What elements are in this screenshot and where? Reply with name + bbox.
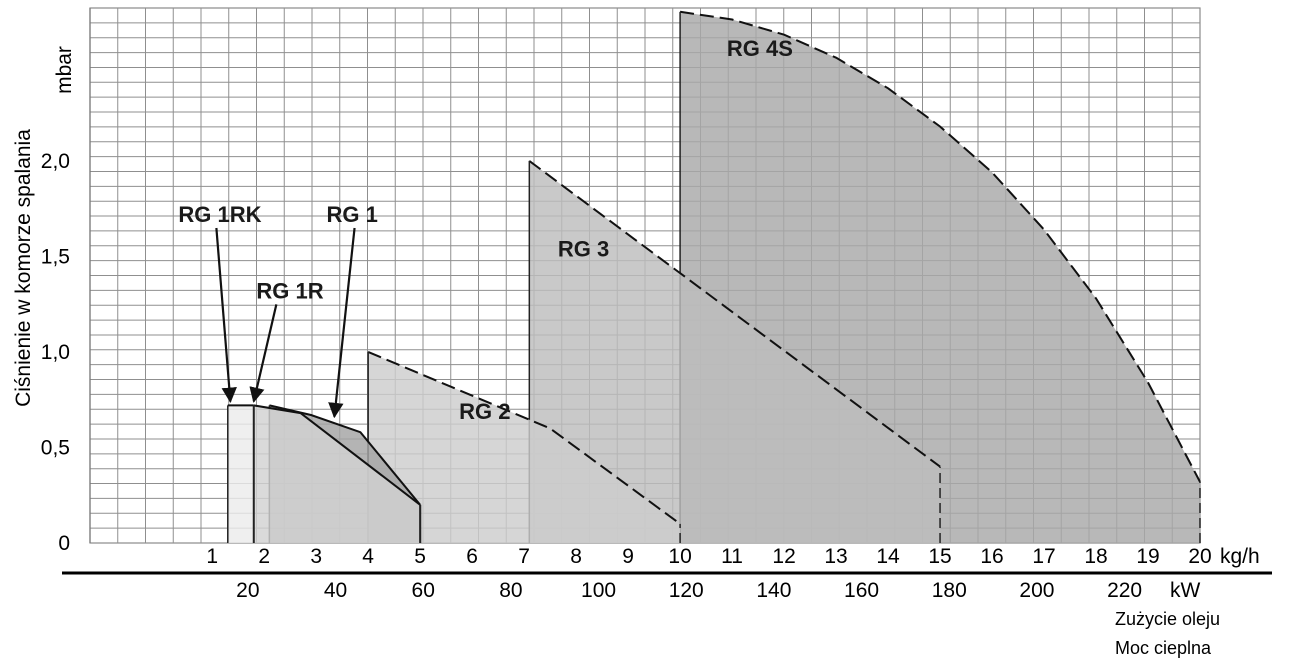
- series-label-rg-4s: RG 4S: [727, 36, 793, 61]
- x-tick-label-kgh: 2: [258, 545, 270, 568]
- series-labels: RG 4S RG 3 RG 2 RG 1 RG 1R RG 1RK: [178, 36, 793, 424]
- x-tick-label-kgh: 14: [876, 545, 900, 568]
- x-tick-label-kw: 140: [756, 579, 791, 602]
- caption-heat-output: Moc cieplna: [1115, 638, 1212, 658]
- x-tick-label-kw: 120: [669, 579, 704, 602]
- series-label-rg-3: RG 3: [558, 236, 609, 261]
- x-tick-label-kw: 100: [581, 579, 616, 602]
- x-tick-label-kgh: 20: [1188, 545, 1211, 568]
- x-tick-label-kgh: 13: [824, 545, 847, 568]
- area-rg-3: [529, 160, 940, 543]
- x-tick-label-kgh: 8: [570, 545, 582, 568]
- x-tick-label-kgh: 4: [362, 545, 374, 568]
- x-tick-label-kw: 80: [499, 579, 522, 602]
- arrow-rg-1r: [249, 304, 278, 403]
- x-tick-label-kgh: 12: [772, 545, 795, 568]
- y-tick-label: 0,5: [41, 436, 70, 459]
- series-label-rg-2: RG 2: [459, 399, 510, 424]
- x-tick-label-kw: 40: [324, 579, 347, 602]
- arrow-rg-1rk: [215, 227, 237, 403]
- x-tick-label-kgh: 1: [206, 545, 218, 568]
- x-tick-label-kgh: 16: [980, 545, 1003, 568]
- x-tick-label-kw: 20: [236, 579, 259, 602]
- x-axis-unit-kw: kW: [1170, 579, 1201, 602]
- y-tick-label: 1,5: [41, 245, 70, 268]
- x-tick-label-kgh: 15: [928, 545, 951, 568]
- x-tick-label-kgh: 9: [622, 545, 634, 568]
- burner-areas: [227, 10, 1201, 544]
- y-axis-unit: mbar: [53, 46, 76, 94]
- y-tick-label: 0: [58, 532, 70, 555]
- y-axis-label: Ciśnienie w komorze spalania: [12, 129, 35, 407]
- boundary-rg-1r: [253, 404, 421, 506]
- x-tick-label-kw: 180: [932, 579, 967, 602]
- boundary-rg-1: [269, 404, 421, 506]
- area-rg-2: [368, 351, 681, 543]
- y-tick-label: 1,0: [41, 341, 70, 364]
- arrow-rg-1: [328, 227, 356, 419]
- x-tick-label-kgh: 5: [414, 545, 426, 568]
- x-tick-label-kw: 200: [1019, 579, 1054, 602]
- x-tick-label-kgh: 11: [721, 545, 743, 568]
- x-tick-label-kw: 220: [1107, 579, 1142, 602]
- area-rg-1r: [253, 405, 421, 543]
- x-tick-label-kw: 160: [844, 579, 879, 602]
- x-tick-label-kgh: 10: [668, 545, 691, 568]
- series-label-rg-1: RG 1: [327, 202, 378, 227]
- x-tick-label-kgh: 7: [518, 545, 530, 568]
- x-tick-label-kgh: 17: [1032, 545, 1055, 568]
- y-tick-label: 2,0: [41, 150, 70, 173]
- boundary-rg-4s: [679, 10, 1201, 483]
- caption-oil-consumption: Zużycie oleju: [1115, 609, 1220, 629]
- x-tick-label-kgh: 3: [310, 545, 322, 568]
- x-tick-label-kw: 60: [412, 579, 435, 602]
- boundary-rg-2: [367, 350, 681, 525]
- x-tick-label-kgh: 18: [1084, 545, 1107, 568]
- x-tick-label-kgh: 19: [1136, 545, 1159, 568]
- chart-axes: 00,51,01,52,01 2 3 4 5 6 7 8 9 10 11 12 13 14 15 16 17 18…: [41, 8, 1272, 602]
- series-label-rg-1rk: RG 1RK: [178, 202, 261, 227]
- series-label-rg-1r: RG 1R: [256, 278, 323, 303]
- x-tick-label-kgh: 6: [466, 545, 478, 568]
- boundary-rg-3: [528, 160, 941, 468]
- area-rg-1rk: [227, 405, 254, 543]
- x-axis-unit-kgh: kg/h: [1220, 545, 1260, 568]
